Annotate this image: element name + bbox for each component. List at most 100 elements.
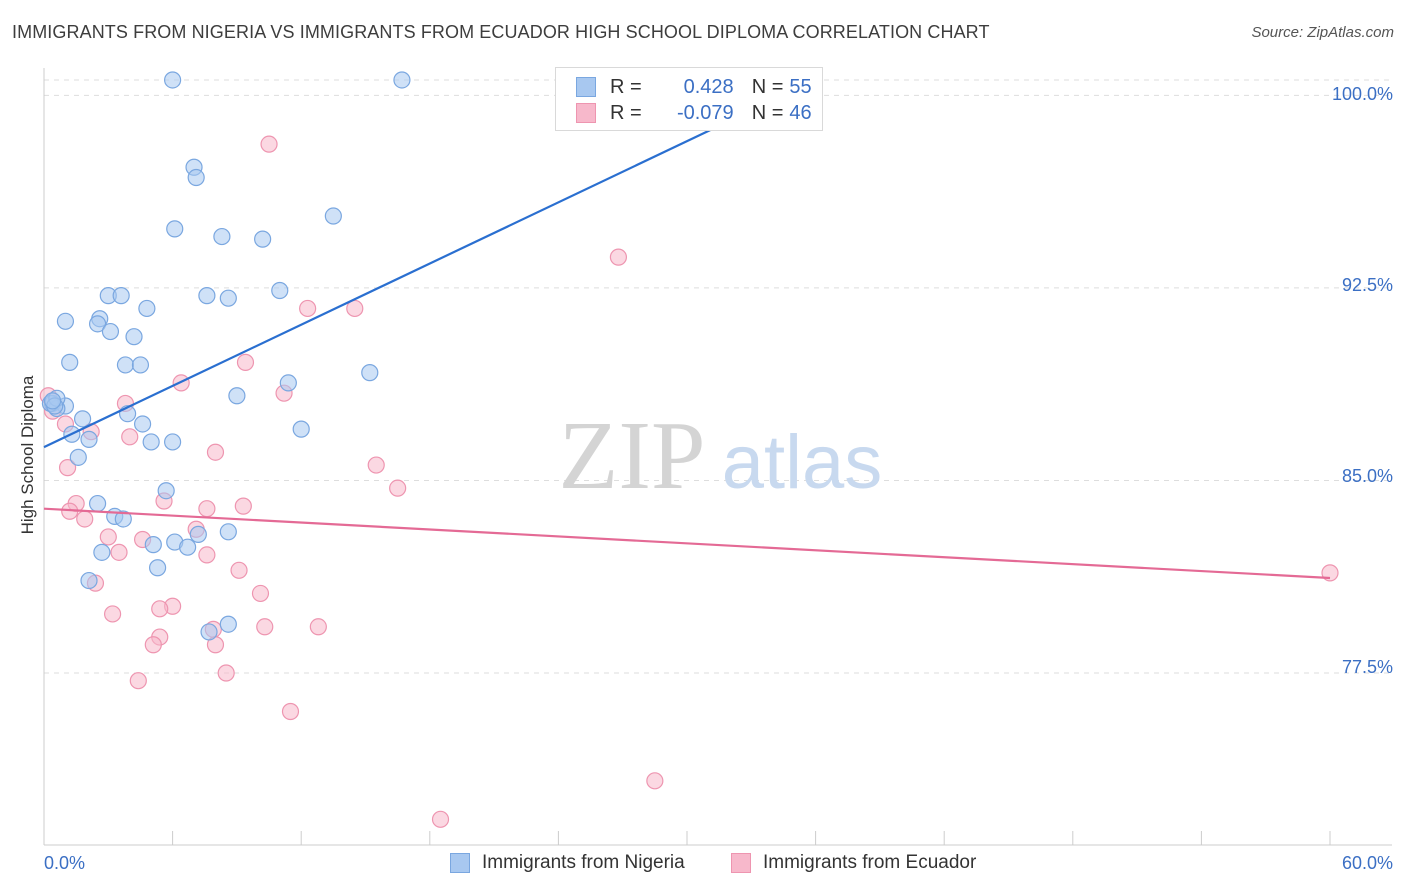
ecuador-point [103, 605, 122, 623]
ecuador-point [121, 428, 139, 446]
ecuador-point [198, 500, 216, 518]
watermark-atlas: atlas [722, 420, 883, 505]
nigeria-point [271, 281, 289, 300]
ecuador-point [281, 702, 300, 721]
nigeria-point [179, 538, 197, 556]
nigeria-point [148, 559, 167, 577]
nigeria-point [114, 510, 132, 528]
nigeria-point [43, 392, 62, 410]
source-attribution: Source: ZipAtlas.com [1251, 24, 1394, 41]
nigeria-point [61, 353, 79, 371]
ecuador-r-value: -0.079 [676, 101, 734, 124]
nigeria-point [198, 287, 216, 305]
nigeria-point [166, 220, 184, 238]
nigeria-point [361, 364, 379, 382]
ecuador-point [309, 618, 327, 636]
y-tick-label-85: 85.0% [1341, 466, 1393, 486]
watermark: ZIP atlas [559, 402, 883, 510]
legend-item-nigeria[interactable]: Immigrants from Nigeria [450, 852, 685, 874]
nigeria-legend-label: Immigrants from Nigeria [482, 852, 685, 873]
x-tick-label-0: 0.0% [44, 853, 86, 873]
ecuador-legend-label: Immigrants from Ecuador [763, 852, 977, 873]
nigeria-point [80, 430, 98, 448]
nigeria-point [116, 356, 135, 374]
nigeria-swatch [576, 77, 596, 97]
nigeria-point [189, 525, 207, 543]
ecuador-point [230, 561, 248, 579]
ecuador-n-value: 46 [789, 101, 812, 124]
nigeria-point [80, 571, 98, 590]
ecuador-point [346, 299, 364, 318]
nigeria-point [125, 328, 143, 346]
correlation-legend: R = 0.428 N = 55 R = -0.079 N = 46 [555, 67, 823, 131]
watermark-zip: ZIP [559, 402, 706, 510]
ecuador-point [144, 636, 162, 654]
ecuador-point [58, 459, 77, 477]
gridlines [44, 79, 1392, 674]
legend-item-ecuador[interactable]: Immigrants from Ecuador [731, 852, 976, 874]
nigeria-point [133, 415, 152, 433]
ecuador-point [609, 248, 628, 266]
ecuador-point [129, 672, 147, 690]
axes [43, 68, 1392, 846]
ecuador-point [431, 810, 450, 828]
legend-row-nigeria: R = 0.428 N = 55 [576, 75, 812, 99]
nigeria-point [93, 543, 111, 561]
nigeria-point [393, 71, 411, 89]
ecuador-point [299, 299, 317, 318]
nigeria-point [138, 299, 156, 318]
nigeria-point [219, 615, 237, 633]
ecuador-trend-line [43, 507, 1331, 580]
ecuador-point [198, 546, 216, 564]
nigeria-point [73, 410, 92, 428]
nigeria-point [279, 374, 297, 392]
nigeria-point [324, 207, 342, 225]
nigeria-point [56, 312, 75, 330]
series-legend: Immigrants from Nigeria Immigrants from … [0, 852, 1406, 878]
n-label: N = [751, 101, 784, 124]
x-tick-label-60: 60.0% [1341, 853, 1393, 873]
nigeria-point [254, 230, 272, 248]
nigeria-point [69, 448, 87, 466]
ecuador-point [110, 543, 128, 561]
nigeria-point [142, 433, 160, 451]
nigeria-point [144, 536, 162, 554]
ecuador-point [251, 584, 270, 603]
chart-title: IMMIGRANTS FROM NIGERIA VS IMMIGRANTS FR… [12, 22, 990, 42]
y-tick-label-100: 100.0% [1331, 84, 1393, 104]
nigeria-point [101, 322, 120, 341]
nigeria-n-value: 55 [789, 75, 812, 98]
ecuador-point [236, 353, 255, 371]
r-label: R = [610, 101, 642, 124]
ecuador-point [256, 618, 274, 636]
nigeria-point [187, 168, 205, 187]
ecuador-point [76, 510, 94, 528]
ecuador-point [646, 772, 664, 790]
nigeria-point [88, 494, 107, 513]
nigeria-point [219, 523, 237, 541]
ecuador-point [260, 135, 278, 153]
n-label: N = [751, 75, 784, 98]
y-tick-label-77-5: 77.5% [1341, 657, 1393, 677]
ecuador-swatch [576, 103, 596, 123]
legend-row-ecuador: R = -0.079 N = 46 [576, 101, 812, 125]
r-label: R = [610, 75, 642, 98]
nigeria-point [112, 287, 130, 305]
y-tick-label-92-5: 92.5% [1341, 275, 1393, 295]
series-nigeria-points [41, 71, 411, 641]
nigeria-point [164, 71, 182, 89]
ecuador-point [389, 479, 407, 497]
nigeria-trend-line [43, 78, 817, 449]
ecuador-point [206, 443, 225, 461]
nigeria-point [292, 420, 310, 438]
ecuador-legend-swatch [731, 853, 751, 873]
ecuador-point [151, 600, 169, 618]
ecuador-point [99, 528, 117, 546]
nigeria-r-value: 0.428 [683, 75, 734, 98]
nigeria-legend-swatch [450, 853, 470, 873]
ecuador-point [217, 664, 235, 682]
nigeria-point [88, 315, 107, 333]
ecuador-point [367, 456, 385, 474]
nigeria-point [228, 387, 246, 405]
